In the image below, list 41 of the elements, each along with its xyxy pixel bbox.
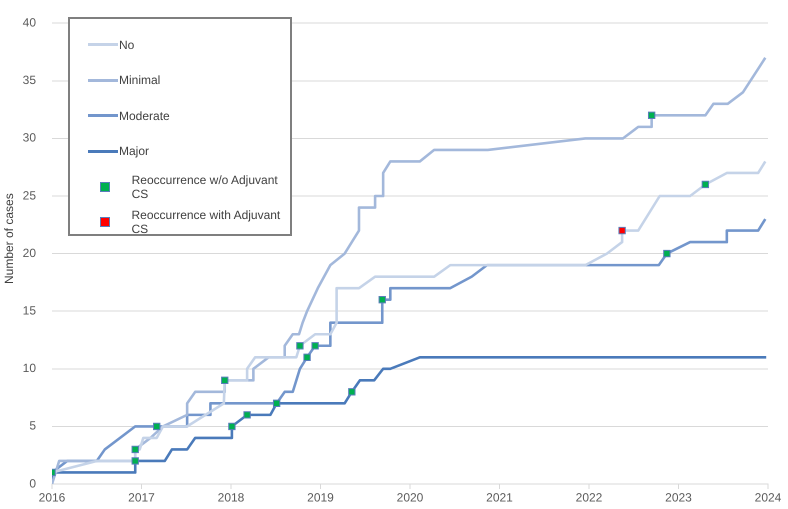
point xyxy=(311,342,319,350)
point xyxy=(243,411,251,419)
x-tick-label: 2018 xyxy=(218,490,245,505)
y-tick-label: 35 xyxy=(22,73,36,88)
point xyxy=(648,112,656,120)
y-tick-label: 20 xyxy=(22,246,36,260)
legend-label: No xyxy=(119,38,134,52)
x-tick-label: 2023 xyxy=(665,490,692,505)
x-tick-label: 2022 xyxy=(576,490,603,505)
y-axis-title: Number of cases xyxy=(2,193,16,284)
legend-label: Major xyxy=(119,144,150,158)
point xyxy=(132,457,139,465)
y-tick-label: 10 xyxy=(22,361,36,376)
point xyxy=(618,226,626,234)
legend-label: Reoccurrence w/o Adjuvant CS xyxy=(132,172,279,201)
point xyxy=(378,296,386,304)
y-tick-label: 5 xyxy=(29,418,36,433)
point xyxy=(153,422,160,430)
point xyxy=(663,250,671,258)
point xyxy=(272,400,280,408)
point xyxy=(348,388,356,396)
y-tick-label: 0 xyxy=(29,476,36,490)
legend-label: Minimal xyxy=(119,73,160,88)
x-tick-label: 2017 xyxy=(128,490,156,505)
point xyxy=(132,446,139,454)
x-tick-label: 2016 xyxy=(38,490,66,505)
x-tick-label: 2021 xyxy=(486,490,514,505)
x-tick-label: 2019 xyxy=(307,490,334,505)
point xyxy=(702,180,710,188)
point xyxy=(228,422,236,430)
y-tick-label: 15 xyxy=(22,304,36,318)
y-tick-label: 40 xyxy=(22,16,36,30)
point xyxy=(221,376,228,384)
y-tick-label: 30 xyxy=(22,130,36,145)
point xyxy=(296,342,304,350)
legend-label: Moderate xyxy=(119,108,170,123)
y-tick-label: 25 xyxy=(22,188,36,202)
legend-label: Reoccurrence with Adjuvant CS xyxy=(132,208,282,236)
point xyxy=(303,354,311,361)
x-tick-label: 2020 xyxy=(396,490,424,505)
x-tick-label: 2024 xyxy=(754,490,782,505)
